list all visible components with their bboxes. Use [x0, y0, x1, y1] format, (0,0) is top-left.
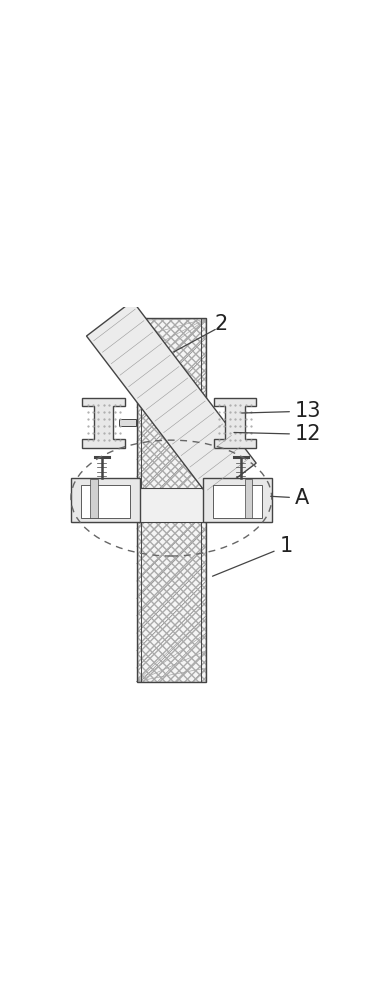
Polygon shape [119, 419, 136, 426]
Text: 13: 13 [242, 401, 321, 421]
Polygon shape [245, 479, 252, 518]
Polygon shape [82, 398, 125, 448]
Polygon shape [207, 419, 220, 426]
Text: A: A [271, 488, 309, 508]
Polygon shape [90, 479, 98, 518]
Polygon shape [86, 301, 256, 498]
Polygon shape [137, 318, 206, 682]
Polygon shape [213, 485, 262, 518]
Polygon shape [71, 478, 140, 522]
Text: 1: 1 [212, 536, 293, 576]
Text: 12: 12 [234, 424, 321, 444]
Polygon shape [81, 485, 130, 518]
Polygon shape [203, 478, 272, 522]
Text: 2: 2 [215, 314, 228, 334]
Polygon shape [72, 488, 271, 522]
Polygon shape [214, 398, 256, 448]
